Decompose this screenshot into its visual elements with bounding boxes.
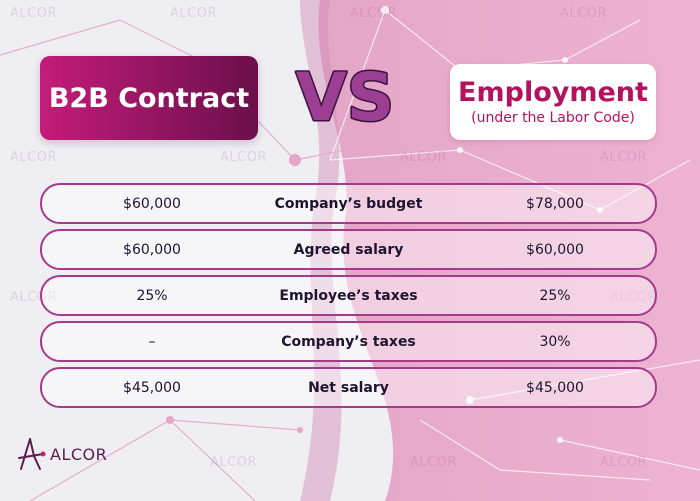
watermark-text: ALCOR [600,455,647,470]
row-label: Net salary [308,379,389,396]
b2b-value: $60,000 [123,195,181,212]
vs-label: VS [294,58,396,138]
employment-value: $60,000 [526,241,584,258]
b2b-contract-card: B2B Contract [40,56,258,140]
row-label: Agreed salary [293,241,404,258]
comparison-row: $60,000 Agreed salary $60,000 [40,229,657,270]
comparison-row: – Company’s taxes 30% [40,321,657,362]
row-label: Company’s taxes [281,333,416,350]
alcor-logo: ALCOR [16,436,107,472]
watermark-text: ALCOR [220,150,267,165]
row-label: Company’s budget [274,195,423,212]
watermark-text: ALCOR [170,6,217,21]
comparison-row: $60,000 Company’s budget $78,000 [40,183,657,224]
b2b-value: $60,000 [123,241,181,258]
watermark-text: ALCOR [400,150,447,165]
employment-title: Employment [458,77,648,108]
row-label: Employee’s taxes [279,287,418,304]
vs-text: VS [296,59,395,136]
employment-value: $45,000 [526,379,584,396]
watermark-text: ALCOR [410,455,457,470]
b2b-contract-title: B2B Contract [48,82,250,114]
watermark-text: ALCOR [10,6,57,21]
b2b-value: $45,000 [123,379,181,396]
b2b-value: – [148,333,156,350]
brand-name: ALCOR [50,444,108,464]
employment-value: $78,000 [526,195,584,212]
watermark-text: ALCOR [600,150,647,165]
alcor-constellation-icon [18,438,46,470]
employment-value: 30% [539,333,571,350]
b2b-value: 25% [136,287,168,304]
comparison-row: $45,000 Net salary $45,000 [40,367,657,408]
watermark-text: ALCOR [560,6,607,21]
watermark-text: ALCOR [350,6,397,21]
employment-card: Employment (under the Labor Code) [450,64,656,140]
watermark-text: ALCOR [210,455,257,470]
watermark-text: ALCOR [10,150,57,165]
employment-value: 25% [539,287,571,304]
employment-subtitle: (under the Labor Code) [471,110,635,126]
comparison-row: 25% Employee’s taxes 25% [40,275,657,316]
